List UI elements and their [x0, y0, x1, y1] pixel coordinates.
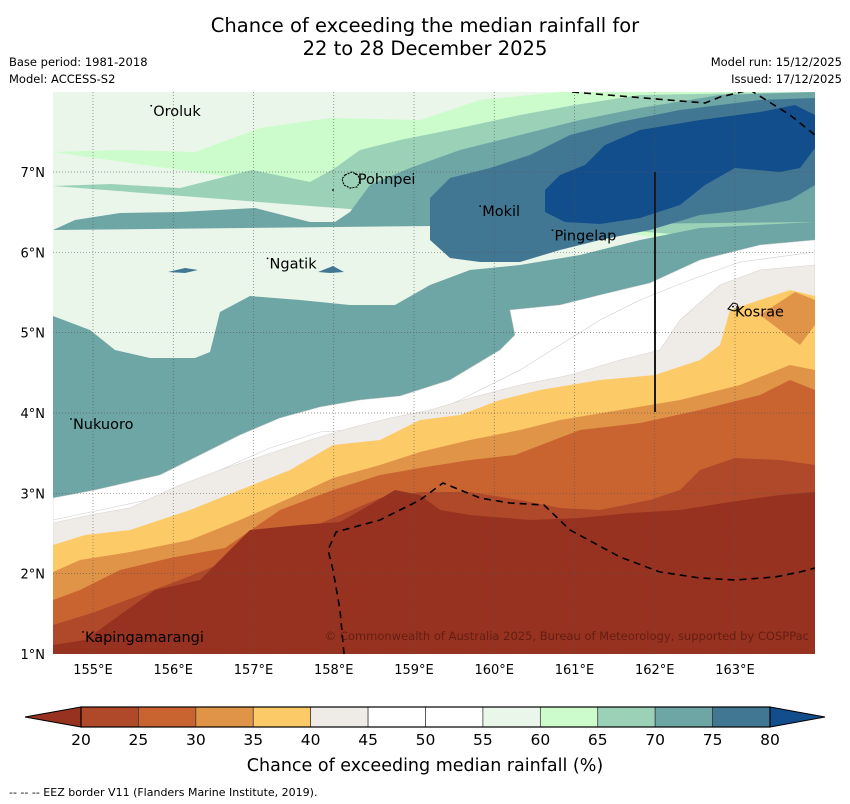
place-marker	[354, 173, 357, 175]
lon-tick-label: 155°E	[73, 663, 113, 678]
place-label-kosrae: Kosrae	[735, 305, 784, 321]
place-label-ngatik: Ngatik	[270, 256, 318, 272]
colorbar-tick-label: 20	[71, 731, 91, 749]
lat-tick-label: 1°N	[21, 648, 46, 663]
lon-tick-label: 161°E	[555, 663, 595, 678]
place-labels: Oroluk Pohnpei Mokil Pingelap Ngatik Kosrae Nu…	[70, 104, 784, 646]
lon-tick-label: 163°E	[715, 663, 755, 678]
colorbar-over-arrow	[769, 706, 826, 728]
colorbar-tick-label: 40	[301, 731, 321, 749]
place-marker	[551, 229, 554, 232]
place-label-pingelap: Pingelap	[554, 228, 616, 244]
colorbar-segment	[195, 706, 254, 728]
eez-footnote: -- -- -- EEZ border V11 (Flanders Marine…	[9, 786, 318, 799]
colorbar-tick-label: 80	[760, 731, 780, 749]
colorbar-tick-label: 75	[703, 731, 723, 749]
lon-tick-label: 159°E	[394, 663, 434, 678]
colorbar-tick-label: 60	[530, 731, 550, 749]
model-run: Model run: 15/12/2025	[710, 55, 842, 69]
model-name: Model: ACCESS-S2	[9, 72, 116, 86]
lon-tick-label: 156°E	[153, 663, 193, 678]
lat-tick-label: 7°N	[21, 166, 46, 181]
map-title: Chance of exceeding the median rainfall …	[0, 14, 850, 60]
colorbar-tick-label: 30	[186, 731, 206, 749]
lon-tick-label: 162°E	[635, 663, 675, 678]
colorbar-tick-label: 50	[416, 731, 436, 749]
pohnpei-island-outline	[341, 171, 361, 189]
colorbar-segment	[654, 706, 713, 728]
colorbar-tick-label: 70	[645, 731, 665, 749]
kosrae-island-outline	[727, 302, 740, 312]
copyright-text: © Commonwealth of Australia 2025, Bureau…	[325, 629, 809, 643]
lat-tick-label: 2°N	[21, 568, 46, 583]
meta-right: Model run: 15/12/2025 Issued: 17/12/2025	[711, 54, 842, 88]
colorbar-segment	[310, 706, 369, 728]
lat-tick-label: 5°N	[21, 327, 46, 342]
lon-tick-label: 158°E	[314, 663, 354, 678]
lat-tick-label: 4°N	[21, 407, 46, 422]
colorbar-segment	[539, 706, 599, 728]
title-line-1: Chance of exceeding the median rainfall …	[210, 14, 640, 37]
meta-left: Base period: 1981-2018 Model: ACCESS-S2	[9, 54, 148, 88]
colorbar-segment	[252, 706, 312, 728]
colorbar-segment	[425, 706, 484, 728]
pohnpei-islet-marker	[332, 189, 334, 191]
lat-tick-label: 6°N	[21, 246, 46, 261]
colorbar-segment	[80, 706, 139, 728]
colorbar-tick-label: 25	[129, 731, 149, 749]
contour-over-80	[545, 105, 815, 224]
colorbar-label: Chance of exceeding median rainfall (%)	[246, 756, 604, 776]
place-label-pohnpei: Pohnpei	[358, 172, 416, 188]
colorbar: 20 25 30 35 40 45 50 55 60 65 70 75 80	[24, 706, 826, 749]
issued-date: Issued: 17/12/2025	[731, 72, 842, 86]
contour-75-80-small-1	[168, 268, 198, 273]
place-label-kapingamarangi: Kapingamarangi	[85, 630, 204, 646]
eez-border-south	[327, 482, 815, 654]
contour-30-35-kosrae	[760, 292, 815, 345]
lon-tick-label: 160°E	[474, 663, 514, 678]
colorbar-segment	[367, 706, 426, 728]
eez-border-north	[571, 92, 815, 136]
colorbar-tick-label: 35	[243, 731, 263, 749]
colorbar-segment	[597, 706, 656, 728]
place-marker	[266, 257, 269, 260]
place-marker	[150, 104, 153, 107]
contour-layer: Oroluk Pohnpei Mokil Pingelap Ngatik Kosrae Nu…	[53, 92, 815, 654]
lat-tick-label: 3°N	[21, 487, 46, 502]
place-label-mokil: Mokil	[482, 204, 520, 220]
base-period: Base period: 1981-2018	[9, 55, 148, 69]
latitude-labels: 7°N 6°N 5°N 4°N 3°N 2°N 1°N	[21, 166, 46, 663]
contour-under-20	[53, 490, 815, 654]
lon-tick-label: 157°E	[234, 663, 274, 678]
longitude-labels: 155°E 156°E 157°E 158°E 159°E 160°E 161°E 162°E…	[73, 663, 755, 678]
colorbar-frame	[80, 706, 771, 728]
colorbar-segment	[482, 706, 541, 728]
place-label-oroluk: Oroluk	[153, 104, 201, 120]
colorbar-tick-label: 45	[358, 731, 378, 749]
colorbar-tick-label: 65	[588, 731, 608, 749]
contour-75-80-small-2	[318, 266, 344, 273]
place-marker	[732, 305, 734, 308]
place-marker	[479, 205, 482, 208]
colorbar-segment	[712, 706, 771, 728]
place-marker	[70, 418, 72, 420]
place-marker	[82, 631, 84, 633]
place-label-nukuoro: Nukuoro	[73, 417, 134, 433]
colorbar-segment	[138, 706, 197, 728]
title-line-2: 22 to 28 December 2025	[302, 37, 548, 60]
colorbar-tick-label: 55	[473, 731, 493, 749]
colorbar-under-arrow	[24, 706, 82, 728]
